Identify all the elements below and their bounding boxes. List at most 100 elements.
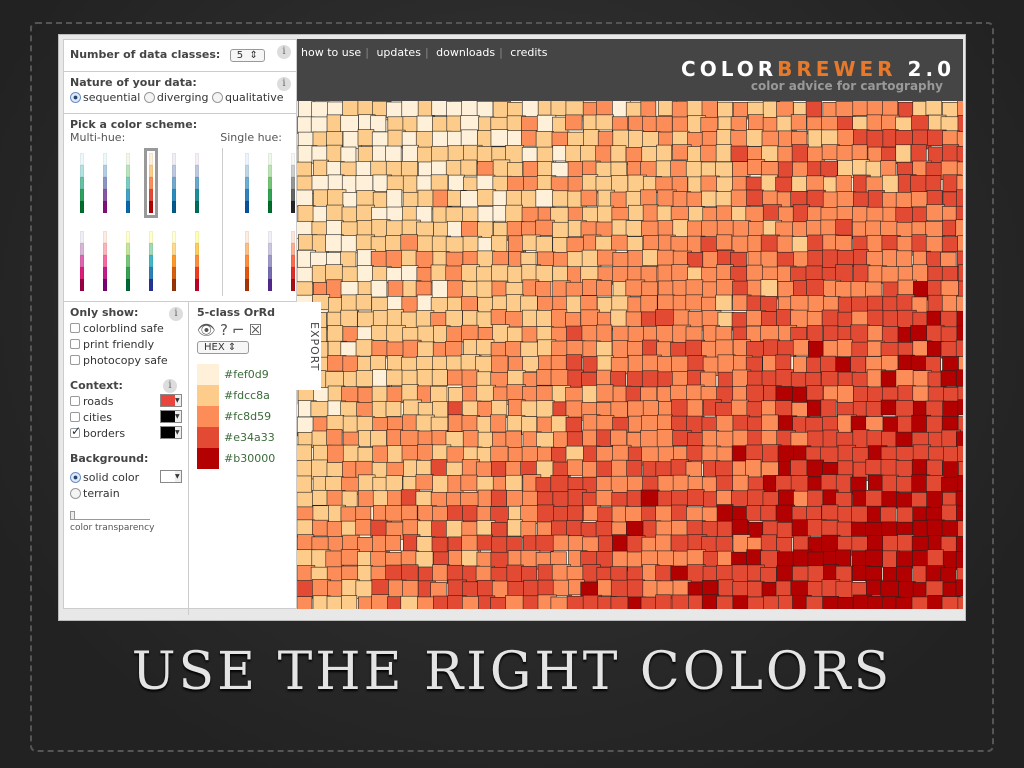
county[interactable] [807,430,825,448]
county[interactable] [761,145,779,162]
county[interactable] [297,580,313,599]
county[interactable] [387,445,404,464]
county[interactable] [763,339,780,356]
county[interactable] [535,265,553,283]
county[interactable] [567,459,583,476]
county[interactable] [461,385,479,403]
county[interactable] [565,101,584,117]
color-scheme-option[interactable] [121,226,135,296]
color-scheme-option[interactable] [143,148,158,218]
county[interactable] [865,459,883,475]
county[interactable] [565,145,583,162]
county[interactable] [520,505,540,525]
county[interactable] [385,249,404,268]
county[interactable] [957,399,963,416]
county[interactable] [386,189,403,209]
county[interactable] [357,387,374,404]
county[interactable] [642,249,660,266]
county[interactable] [522,161,539,179]
county[interactable] [625,220,644,237]
county[interactable] [656,325,675,345]
county[interactable] [957,115,963,132]
county[interactable] [401,504,418,522]
help-icon[interactable]: ? [220,321,233,339]
laptop-icon[interactable]: ⌐ [232,321,249,339]
county[interactable] [867,325,884,342]
county[interactable] [583,129,600,147]
county[interactable] [537,161,555,178]
county[interactable] [505,341,524,358]
county[interactable] [955,205,963,226]
county[interactable] [610,191,628,209]
county[interactable] [535,236,553,253]
county[interactable] [941,236,959,252]
county[interactable] [673,309,690,327]
county[interactable] [372,310,389,327]
county[interactable] [942,400,959,419]
county[interactable] [537,504,555,523]
county[interactable] [730,145,749,162]
county[interactable] [642,339,659,357]
county[interactable] [505,474,523,491]
county[interactable] [490,489,507,507]
county[interactable] [820,474,837,493]
county[interactable] [776,536,793,554]
county[interactable] [956,250,963,268]
county[interactable] [416,115,435,135]
colorblind-safe-checkbox[interactable]: colorblind safe [70,322,182,335]
county[interactable] [880,370,899,389]
county[interactable] [656,144,672,162]
county[interactable] [385,504,404,522]
county[interactable] [401,296,418,315]
radio-terrain[interactable]: terrain [70,487,182,500]
county[interactable] [927,294,945,313]
county[interactable] [595,235,613,253]
county[interactable] [821,309,840,327]
format-select[interactable]: HEX ⇕ [197,341,249,354]
county[interactable] [748,114,764,132]
county[interactable] [461,221,480,237]
county[interactable] [716,504,734,522]
county[interactable] [400,430,420,447]
county[interactable] [957,596,963,609]
county[interactable] [445,520,464,539]
county[interactable] [700,236,718,253]
county[interactable] [716,279,735,297]
no-print-icon[interactable]: ☒ [248,321,267,339]
county[interactable] [685,279,704,296]
county[interactable] [837,385,854,404]
county[interactable] [372,145,388,162]
county[interactable] [400,595,419,609]
county[interactable] [626,460,643,479]
county[interactable] [958,461,963,481]
county[interactable] [565,114,583,131]
photocopy-safe-checkbox[interactable]: photocopy safe [70,354,182,367]
county[interactable] [327,444,346,463]
county[interactable] [611,340,629,359]
county[interactable] [626,236,644,253]
county[interactable] [715,475,735,493]
county[interactable] [940,326,958,344]
county[interactable] [595,175,614,192]
county[interactable] [311,265,328,284]
county[interactable] [732,474,749,492]
county[interactable] [942,144,960,162]
county[interactable] [536,310,552,327]
county[interactable] [746,129,764,147]
county[interactable] [791,519,808,537]
county[interactable] [910,191,928,208]
county[interactable] [912,206,929,223]
county[interactable] [732,386,749,402]
county[interactable] [355,339,374,357]
county[interactable] [852,249,869,268]
county[interactable] [370,115,387,132]
county[interactable] [535,477,554,494]
county[interactable] [417,341,435,359]
county[interactable] [956,505,963,524]
county[interactable] [700,144,717,162]
county[interactable] [880,580,900,599]
county[interactable] [910,144,927,163]
cities-checkbox[interactable]: cities ▼ [70,410,182,424]
county[interactable] [535,219,555,237]
county[interactable] [596,384,614,403]
